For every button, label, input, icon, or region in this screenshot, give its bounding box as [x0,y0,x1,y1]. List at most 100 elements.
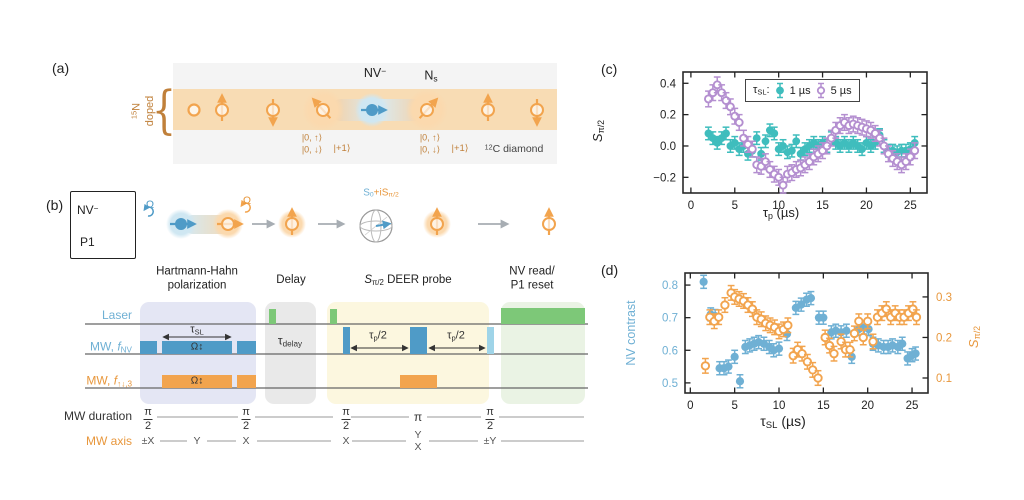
tau-delay-label: τdelay [277,333,303,349]
panel-b-label: (b) [46,197,64,213]
panel-d-ylabel-right: Sπ/2 [966,325,982,349]
n15-label: 15N [129,102,143,120]
x-tick-label: 5 [732,200,738,212]
legend-prefix: τSL: [753,84,770,97]
omega-blue-label: Ω [145,199,155,211]
panel-d-label: (d) [601,262,619,278]
panel-c-ylabel: Sπ/2 [590,119,606,143]
ns-center-label: Ns [424,68,438,84]
rabi-arrow-blue-icon [143,203,154,217]
mw-p1-pulse [400,375,437,388]
bloch-sphere-icon [359,209,393,243]
right-tick-label: 0.1 [936,373,952,385]
x-tick-label: 15 [816,200,829,212]
legend-marker-open-icon [816,82,825,99]
rabi-arrow-orange-icon [240,199,251,213]
sphere-state-label: S0+iSπ/2 [363,187,399,199]
mw-duration-mark: π [413,410,423,424]
mw-axis-mark: ±X [141,434,155,447]
row-label-axis: MW axis [86,434,132,448]
right-tick-label: 0.2 [936,332,952,344]
tau-p-label-1: τp/2 [369,329,387,343]
y-tick-label: 0.0 [660,141,676,153]
omega-lock-p1: Ω↕ [190,375,204,387]
mw-nv-pulse [162,341,232,354]
p1-spin-tilted-icon [311,97,332,119]
mw-p1-pulse [237,375,256,388]
p1-spin-down-icon [266,99,280,127]
x-tick-label: 20 [860,200,873,212]
series-S_π/2 [700,284,922,387]
x-tick-label: 5 [731,400,737,412]
laser-pulse [269,309,276,324]
x-tick-labels: 0 5 10 15 20 25 [688,200,917,212]
y-tick-label: 0.4 [660,78,677,90]
right-tick-labels: 0.3 0.2 0.1 [936,292,952,385]
laser-pulse [501,308,585,324]
y-tick-label: 0.2 [660,110,676,122]
omega-orange-label: Ω [242,195,252,207]
tau-p-label-2: τp/2 [447,329,465,343]
mw-nv-pulse [343,327,350,354]
x-tick-label: 10 [772,200,785,212]
legend-marker-filled-icon [775,82,784,99]
mw-nv-pulse [237,341,256,354]
p1-spin-up-icon [430,207,444,235]
legend-p1-label: P1 [80,235,95,249]
left-tick-label: 0.7 [662,313,678,325]
series-5-µs [704,76,920,194]
nv-spin-icon [170,218,197,230]
y-tick-labels: 0.4 0.2 0.0 −0.2 [653,78,676,184]
p1-spin-up-icon [542,207,556,235]
ket-plus-right: |+1⟩ [451,142,469,154]
panel-b-cartoon [114,194,556,253]
left-tick-label: 0.8 [662,280,678,292]
section-title-deer: Sπ/2 DEER probe [364,274,452,287]
y-tick-label: −0.2 [653,172,676,184]
p1-spin-up-icon [285,207,299,235]
section-title-hh: Hartmann-Hahn polarization [156,265,238,291]
left-tick-label: 0.6 [662,345,678,357]
panel-d-xlabel: τSL (µs) [760,413,806,431]
ket-plus-left: |+1⟩ [333,142,351,154]
x-tick-label: 15 [817,400,830,412]
pulse-sequence [85,308,588,442]
p1-spin-icon [217,217,244,231]
brace-glyph: { [151,80,177,140]
x-tick-label: 25 [906,400,919,412]
x-tick-label: 25 [904,200,917,212]
mw-nv-readout-pulse [487,327,494,354]
ket-states-left: |0, ↑⟩ |0, ↓⟩ [301,132,323,154]
x-tick-label: 0 [687,400,693,412]
mw-axis-mark: X [242,434,250,447]
ns-spin-tilted-icon [418,97,439,119]
panel-c-legend: τSL: 1 µs 5 µs [745,79,860,102]
tau-sl-label: τSL [190,323,204,337]
nv-spin-icon [361,104,388,116]
panel-d-ylabel-left: NV contrast [624,300,638,366]
row-label-laser: Laser [101,308,132,322]
x-tick-label: 10 [773,400,786,412]
right-tick-label: 0.3 [936,292,952,304]
section-title-delay: Delay [276,274,306,287]
mw-axis-mark: X [342,434,350,447]
panel-c-xlabel: τp (µs) [762,205,800,221]
mw-nv-pulse [410,327,427,354]
section-title-read: NV read/P1 reset [509,265,555,291]
panel-a-graphics [187,89,544,131]
laser-pulse [330,309,337,324]
c12-diamond-label: 12C diamond [484,143,544,155]
series-NV-contrast [699,274,920,389]
row-label-mw-p1: MW, f↑↓,3 [86,373,132,389]
nv-center-label: NV− [363,65,387,81]
mw-nv-pulse [140,341,157,354]
row-label-mw-nv: MW, fNV [89,339,132,355]
mw-axis-mark: ±Y [483,434,497,447]
p1-spin-down-icon [530,99,544,127]
